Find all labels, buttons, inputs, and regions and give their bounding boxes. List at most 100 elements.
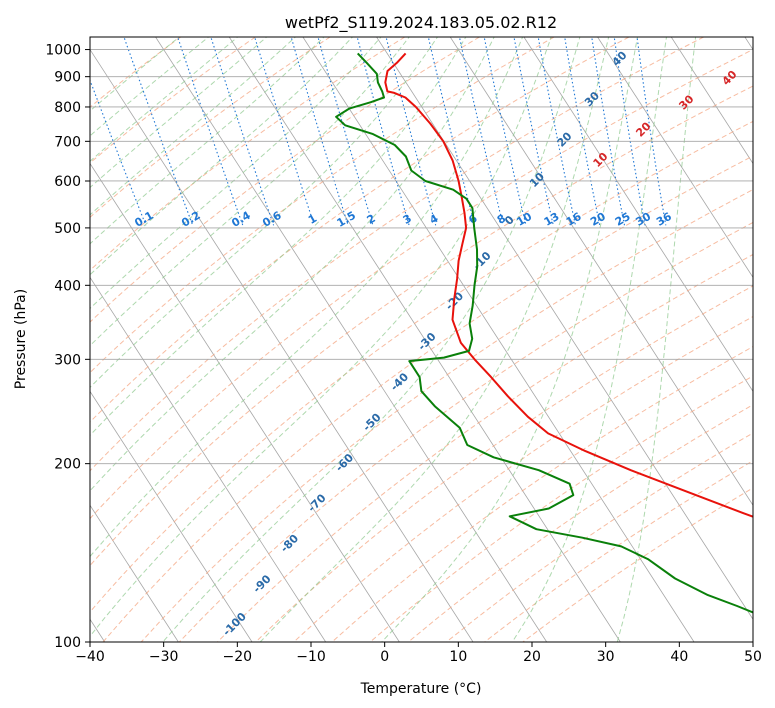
dry-adiabat-label: 40: [610, 49, 630, 69]
mixing-ratio-label: 3: [401, 212, 414, 227]
mixing-ratio-label: 0.1: [132, 209, 155, 230]
moist-adiabat-line: [90, 37, 354, 276]
y-tick-label: 800: [54, 100, 81, 116]
mixing-ratio-label: 36: [654, 210, 674, 229]
mixing-ratio-label: 0.2: [179, 209, 202, 230]
dry-adiabat-label: -70: [305, 491, 328, 514]
mixing-ratio-line: [427, 37, 476, 226]
isotherm-line: [302, 37, 695, 642]
mixing-ratio-line: [385, 37, 437, 226]
dry-adiabat-line: [217, 253, 753, 642]
mixing-ratio-label: 1: [306, 212, 319, 227]
plot-frame: [89, 36, 754, 643]
dry-adiabat-line: [90, 49, 753, 520]
dry-adiabat-label: -50: [360, 411, 383, 434]
y-tick-label: 200: [54, 457, 81, 473]
dewpoint-profile-line: [335, 52, 753, 614]
y-axis-ticks: 100 200 300 400 500 600 700 800 900 1000: [45, 43, 90, 651]
sounding-series: [335, 52, 753, 614]
x-tick-label: −20: [223, 649, 253, 665]
dry-adiabat-lines: [90, 37, 753, 642]
x-tick-label: 20: [523, 649, 541, 665]
dry-adiabat-label: -90: [250, 572, 273, 595]
dry-adiabat-label: -80: [278, 532, 301, 555]
dry-adiabat-line: [293, 316, 753, 642]
mixing-ratio-line: [636, 37, 667, 226]
mixing-ratio-line: [458, 37, 504, 226]
mixing-ratio-line: [90, 78, 147, 226]
mixing-ratio-label: 13: [542, 210, 562, 229]
x-tick-label: −40: [75, 649, 105, 665]
mixing-ratio-lines: [90, 37, 667, 226]
mixing-ratio-line: [290, 37, 349, 226]
x-tick-label: 40: [670, 649, 688, 665]
y-tick-label: 400: [54, 278, 81, 294]
moist-adiabat-label: 20: [633, 119, 653, 139]
isotherm-line: [376, 37, 753, 620]
mixing-ratio-label: 25: [613, 210, 633, 229]
dry-adiabat-line: [90, 37, 331, 218]
pressure-gridlines: [90, 49, 753, 642]
dry-adiabat-label: 10: [527, 170, 547, 190]
dry-adiabat-label: 30: [582, 89, 602, 109]
mixing-ratio-line: [537, 37, 577, 226]
moist-adiabat-line: [90, 37, 467, 436]
dry-adiabat-line: [90, 37, 704, 472]
y-tick-label: 500: [54, 221, 81, 237]
moist-adiabat-line: [90, 37, 495, 492]
moist-adiabat-line: [90, 37, 210, 137]
dry-adiabat-line: [178, 221, 753, 642]
isotherm-line: [90, 162, 400, 642]
moist-adiabat-line: [90, 37, 524, 558]
dry-adiabat-label: -60: [333, 451, 356, 474]
dry-adiabat-label: -10: [470, 249, 493, 272]
mixing-ratio-label: 10: [514, 210, 534, 229]
isotherm-line: [90, 48, 474, 642]
moist-adiabat-label: 40: [720, 68, 740, 88]
temperature-profile-line: [384, 52, 753, 518]
dry-adiabat-label: -100: [220, 610, 249, 639]
mixing-ratio-line: [210, 37, 275, 226]
mixing-ratio-label: 1.5: [335, 209, 358, 230]
dry-adiabat-line: [407, 404, 753, 642]
isotherm-line: [90, 276, 327, 642]
mixing-ratio-label: 0.4: [229, 209, 253, 230]
moist-adiabat-line: [90, 37, 297, 216]
chart-title: wetPf2_S119.2024.183.05.02.R12: [285, 13, 557, 33]
dry-adiabat-line: [255, 285, 753, 642]
isotherm-line: [449, 37, 753, 507]
x-tick-label: 50: [744, 649, 762, 665]
x-axis-label: Temperature (°C): [360, 681, 482, 697]
y-tick-label: 600: [54, 174, 81, 190]
dry-adiabat-line: [90, 37, 256, 164]
mixing-ratio-label: 16: [564, 210, 584, 229]
mixing-ratio-label: 4: [427, 212, 440, 227]
isotherm-line: [744, 37, 753, 51]
mixing-ratio-line: [123, 37, 194, 226]
isotherm-line: [670, 37, 753, 165]
plot-area: 0.1 0.2 0.4 0.6 1 1.5 2 3 4 6 8 10 13 16 20 25 30 36-100-…: [90, 37, 753, 642]
x-tick-label: −30: [149, 649, 179, 665]
dry-adiabat-line: [331, 346, 753, 642]
y-tick-label: 700: [54, 134, 81, 150]
moist-adiabat-line: [90, 37, 382, 310]
dry-adiabat-line: [446, 432, 753, 642]
x-tick-label: −10: [296, 649, 326, 665]
moist-adiabat-line: [90, 37, 325, 245]
isotherm-line: [90, 390, 253, 642]
mixing-ratio-line: [317, 37, 374, 226]
dry-adiabat-label: -40: [388, 370, 411, 393]
isotherm-line: [597, 37, 753, 279]
moist-adiabat-label: 30: [676, 92, 696, 112]
mixing-ratio-line: [254, 37, 315, 226]
mixing-ratio-label: 0.6: [260, 209, 284, 230]
isotherm-line: [90, 504, 179, 642]
x-tick-label: 10: [449, 649, 467, 665]
dry-adiabat-line: [90, 120, 753, 613]
moist-adiabat-line: [90, 37, 439, 389]
x-axis-ticks: −40 −30 −20 −10 0 10 20 30 40 50: [75, 642, 762, 665]
mixing-ratio-line: [177, 37, 244, 226]
dry-adiabat-line: [140, 188, 753, 642]
moist-adiabat-line: [90, 37, 239, 162]
